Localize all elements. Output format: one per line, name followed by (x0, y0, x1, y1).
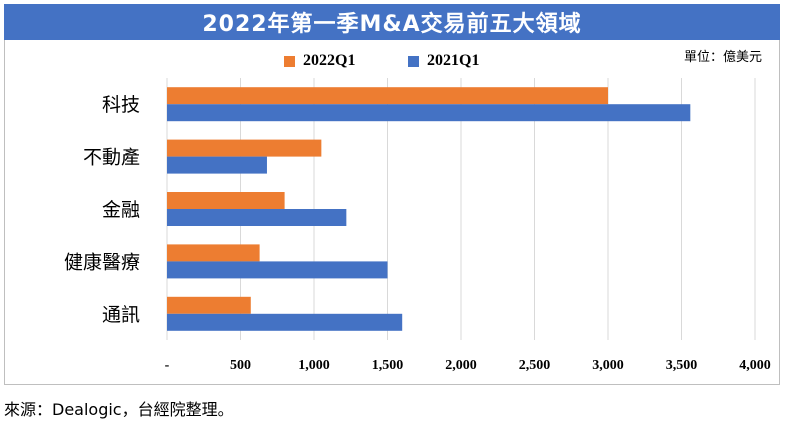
category-label: 金融 (102, 199, 140, 221)
bar-2021q1-2 (167, 209, 347, 226)
legend-swatch-2022q1 (284, 55, 295, 67)
bar-2022q1-4 (167, 296, 251, 314)
bar-2021q1-3 (167, 261, 388, 279)
bar-2022q1-3 (167, 244, 260, 262)
legend-label-2022q1: 2022Q1 (303, 52, 356, 69)
bar-2021q1-1 (167, 156, 267, 174)
legend-item-2021q1: 2021Q1 (408, 52, 479, 70)
bar-2022q1-2 (167, 192, 285, 209)
x-tick-label: 4,000 (739, 358, 771, 373)
category-label: 科技 (102, 94, 140, 116)
legend-swatch-2021q1 (408, 55, 419, 67)
x-tick-label: 500 (230, 358, 251, 373)
x-tick-label: 2,500 (519, 358, 551, 373)
bar-2022q1-0 (167, 87, 608, 105)
chart-frame (4, 40, 780, 385)
x-tick-label: 3,500 (666, 358, 698, 373)
x-tick-label: 2,000 (445, 358, 477, 373)
x-tick-label: 1,000 (298, 358, 330, 373)
legend: 2022Q1 2021Q1 (0, 52, 788, 72)
legend-label-2021q1: 2021Q1 (427, 52, 480, 69)
category-label: 健康醫療 (64, 251, 140, 273)
x-tick-label: 1,500 (372, 358, 404, 373)
chart-title-bar: 2022年第一季M&A交易前五大領域 (4, 4, 780, 40)
unit-label: 單位：億美元 (683, 50, 762, 65)
category-label: 不動產 (83, 147, 140, 169)
bar-2021q1-4 (167, 313, 403, 331)
chart-title: 2022年第一季M&A交易前五大領域 (202, 12, 582, 37)
x-tick-label: 3,000 (592, 358, 624, 373)
legend-item-2022q1: 2022Q1 (284, 52, 355, 70)
bar-2021q1-0 (167, 104, 691, 122)
bar-2022q1-1 (167, 139, 322, 157)
category-label: 通訊 (102, 304, 140, 326)
x-tick-label: - (165, 358, 170, 373)
source-note: 來源：Dealogic，台經院整理。 (4, 400, 234, 419)
